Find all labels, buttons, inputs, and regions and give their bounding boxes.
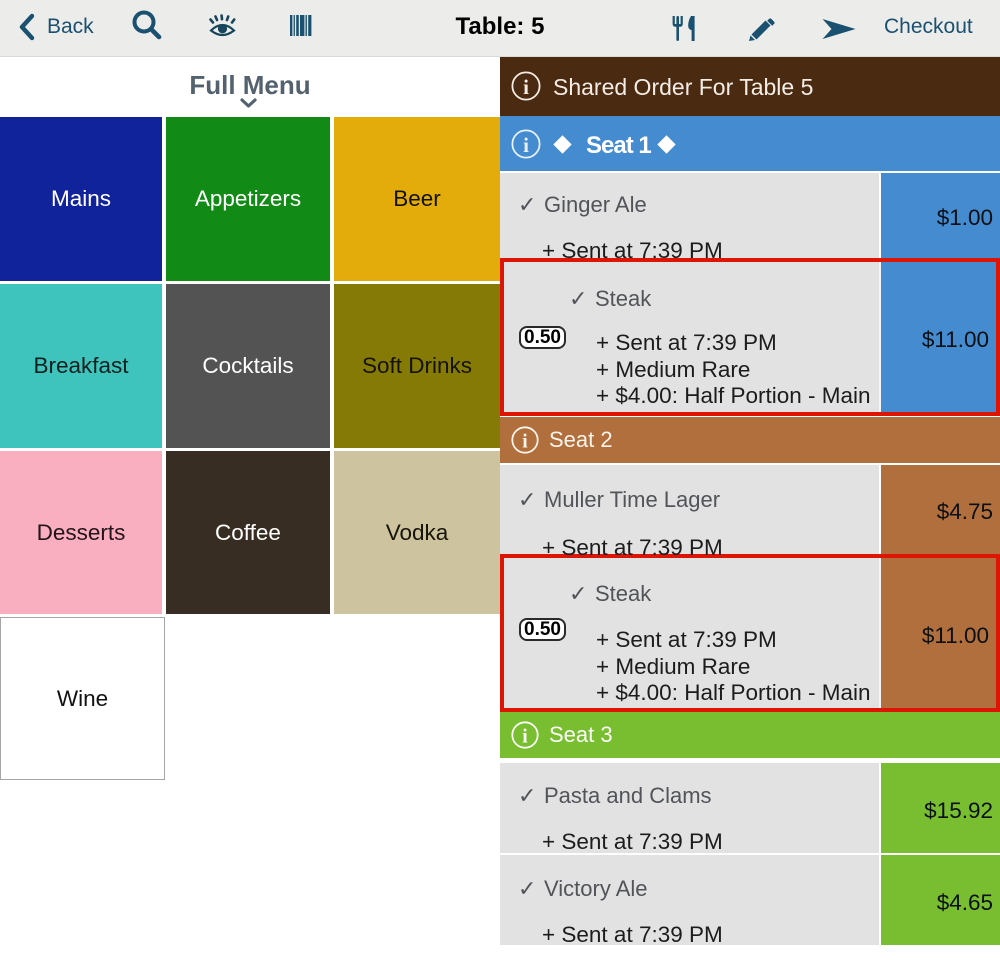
svg-text:i: i xyxy=(523,75,529,99)
svg-text:i: i xyxy=(523,133,529,157)
svg-text:i: i xyxy=(522,726,528,747)
svg-text:i: i xyxy=(522,431,528,452)
